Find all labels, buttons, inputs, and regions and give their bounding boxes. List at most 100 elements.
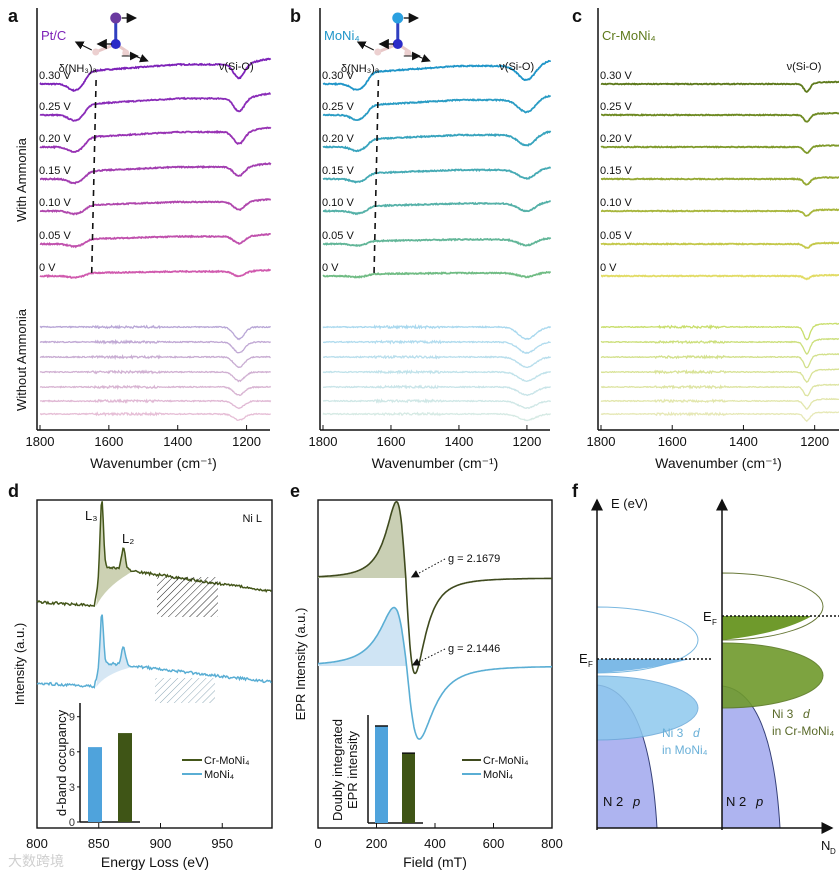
spectrum-with-ammonia-6 xyxy=(600,273,839,281)
spectrum-with-ammonia-1 xyxy=(322,94,551,122)
band-label: Ni 3 xyxy=(662,726,684,740)
g-value-label: g = 2.1446 xyxy=(448,643,500,655)
molecule-atom-metal xyxy=(110,12,122,24)
spectrum-without-ammonia-2 xyxy=(39,354,271,369)
spectrum-without-ammonia-2 xyxy=(600,352,839,369)
potential-label: 0.05 V xyxy=(600,230,632,242)
band-label-italic: d xyxy=(693,726,700,740)
x-tick-label: 850 xyxy=(88,836,110,851)
annotation-nh3: δ(NH₃)ₐ xyxy=(59,63,98,75)
potential-label: 0.25 V xyxy=(600,101,632,113)
potential-label: 0.20 V xyxy=(322,133,354,145)
spectrum-without-ammonia-3 xyxy=(601,368,839,384)
eels-spectrum-moni4 xyxy=(36,614,272,689)
spectrum-without-ammonia-3 xyxy=(322,369,552,383)
peak-label-l2: L₂ xyxy=(122,531,134,546)
x-tick-label: 1200 xyxy=(512,434,541,449)
y-axis-label: Intensity (a.u.) xyxy=(12,623,27,705)
spectrum-with-ammonia-4 xyxy=(600,208,839,217)
group-label-without-ammonia: Without Ammonia xyxy=(14,308,29,411)
x-tick-label: 1800 xyxy=(26,434,55,449)
spectrum-without-ammonia-5 xyxy=(322,398,552,410)
band-label: in MoNi₄ xyxy=(662,743,708,757)
inset-tick-label: 9 xyxy=(69,712,75,724)
vibration-arrow xyxy=(74,41,92,51)
spectrum-without-ammonia-6 xyxy=(40,411,272,421)
x-tick-label: 800 xyxy=(541,836,563,851)
epr-spectrum-1 xyxy=(317,606,552,740)
potential-label: 0.30 V xyxy=(600,70,632,82)
x-axis-label: Field (mT) xyxy=(403,854,467,870)
spectrum-with-ammonia-3 xyxy=(600,176,839,186)
x-tick-label: 600 xyxy=(483,836,505,851)
inset-tick-label: 0 xyxy=(69,817,75,829)
molecule-atom-h xyxy=(404,49,412,57)
inset-tick-label: 6 xyxy=(69,747,75,759)
potential-label: 0.20 V xyxy=(600,133,632,145)
g-value-label: g = 2.1679 xyxy=(448,553,500,565)
spectrum-with-ammonia-4 xyxy=(322,200,551,216)
x-axis-label: Wavenumber (cm⁻¹) xyxy=(90,455,217,471)
inset-bar-1 xyxy=(118,733,132,822)
spectrum-with-ammonia-0 xyxy=(39,57,272,93)
n2p-label: N 2 xyxy=(603,794,623,809)
ni3d-occupied-sliver-moni4 xyxy=(597,659,690,673)
epr-shaded-area xyxy=(318,607,407,666)
x-tick-label: 1200 xyxy=(800,434,829,449)
g-value-pointer xyxy=(411,648,446,666)
spectrum-with-ammonia-1 xyxy=(601,111,839,123)
panel-label-e: e xyxy=(290,481,300,501)
x-tick-label: 1600 xyxy=(94,434,123,449)
potential-label: 0 V xyxy=(600,262,617,274)
plot-frame-d xyxy=(36,499,273,829)
fermi-label-sub: F xyxy=(588,660,593,669)
spectrum-with-ammonia-3 xyxy=(39,162,272,185)
spectrum-with-ammonia-2 xyxy=(600,144,839,155)
x-tick-label: 0 xyxy=(314,836,321,851)
x-axis-label: Energy Loss (eV) xyxy=(101,854,209,870)
inset-bar-1 xyxy=(402,753,415,823)
dashed-marker-line xyxy=(90,79,97,277)
panel-label-c: c xyxy=(572,6,582,26)
spectrum-without-ammonia-1 xyxy=(600,337,839,355)
spectrum-with-ammonia-2 xyxy=(322,130,552,153)
x-tick-label: 1800 xyxy=(309,434,338,449)
ni3d-occupied-cr-moni4 xyxy=(721,642,824,709)
x-tick-label: 1200 xyxy=(232,434,261,449)
band-label: Ni 3 xyxy=(772,707,794,721)
spectrum-with-ammonia-5 xyxy=(600,241,839,249)
spectrum-with-ammonia-5 xyxy=(39,232,271,249)
annotation-si-o: ν(Si-O) xyxy=(787,61,822,73)
hatched-region xyxy=(157,577,218,617)
dos-axis-label-sub: D xyxy=(830,847,836,856)
potential-label: 0.15 V xyxy=(600,165,632,177)
spectrum-with-ammonia-4 xyxy=(39,197,272,216)
epr-shaded-area xyxy=(318,501,406,578)
panel-label-d: d xyxy=(8,481,19,501)
spectrum-without-ammonia-5 xyxy=(600,397,839,410)
spectrum-without-ammonia-0 xyxy=(322,323,552,341)
spectrum-without-ammonia-1 xyxy=(39,338,271,354)
molecule-atom-n xyxy=(110,39,121,49)
spectrum-without-ammonia-3 xyxy=(39,369,271,383)
inset-y-label: d-band occupancy xyxy=(54,709,69,816)
epr-spectrum-0 xyxy=(318,500,552,675)
ni3d-unoccupied-moni4 xyxy=(596,606,699,674)
spectrum-with-ammonia-0 xyxy=(322,59,552,91)
panel-title: Cr-MoNi₄ xyxy=(602,28,656,43)
edge-shaded-area xyxy=(96,501,133,606)
potential-label: 0.30 V xyxy=(322,70,354,82)
x-tick-label: 200 xyxy=(366,836,388,851)
legend-label: Cr-MoNi₄ xyxy=(483,755,529,767)
spectrum-without-ammonia-1 xyxy=(322,339,551,355)
g-value-pointer xyxy=(410,558,446,578)
annotation-si-o: ν(Si-O) xyxy=(219,61,254,73)
molecule-atom-h xyxy=(374,48,382,56)
x-tick-label: 950 xyxy=(211,836,233,851)
spectrum-without-ammonia-4 xyxy=(39,384,272,397)
spectrum-without-ammonia-5 xyxy=(39,398,272,410)
spectrum-without-ammonia-6 xyxy=(600,410,839,423)
x-tick-label: 1600 xyxy=(377,434,406,449)
potential-label: 0.05 V xyxy=(39,230,71,242)
fermi-label-sub: F xyxy=(712,618,717,627)
